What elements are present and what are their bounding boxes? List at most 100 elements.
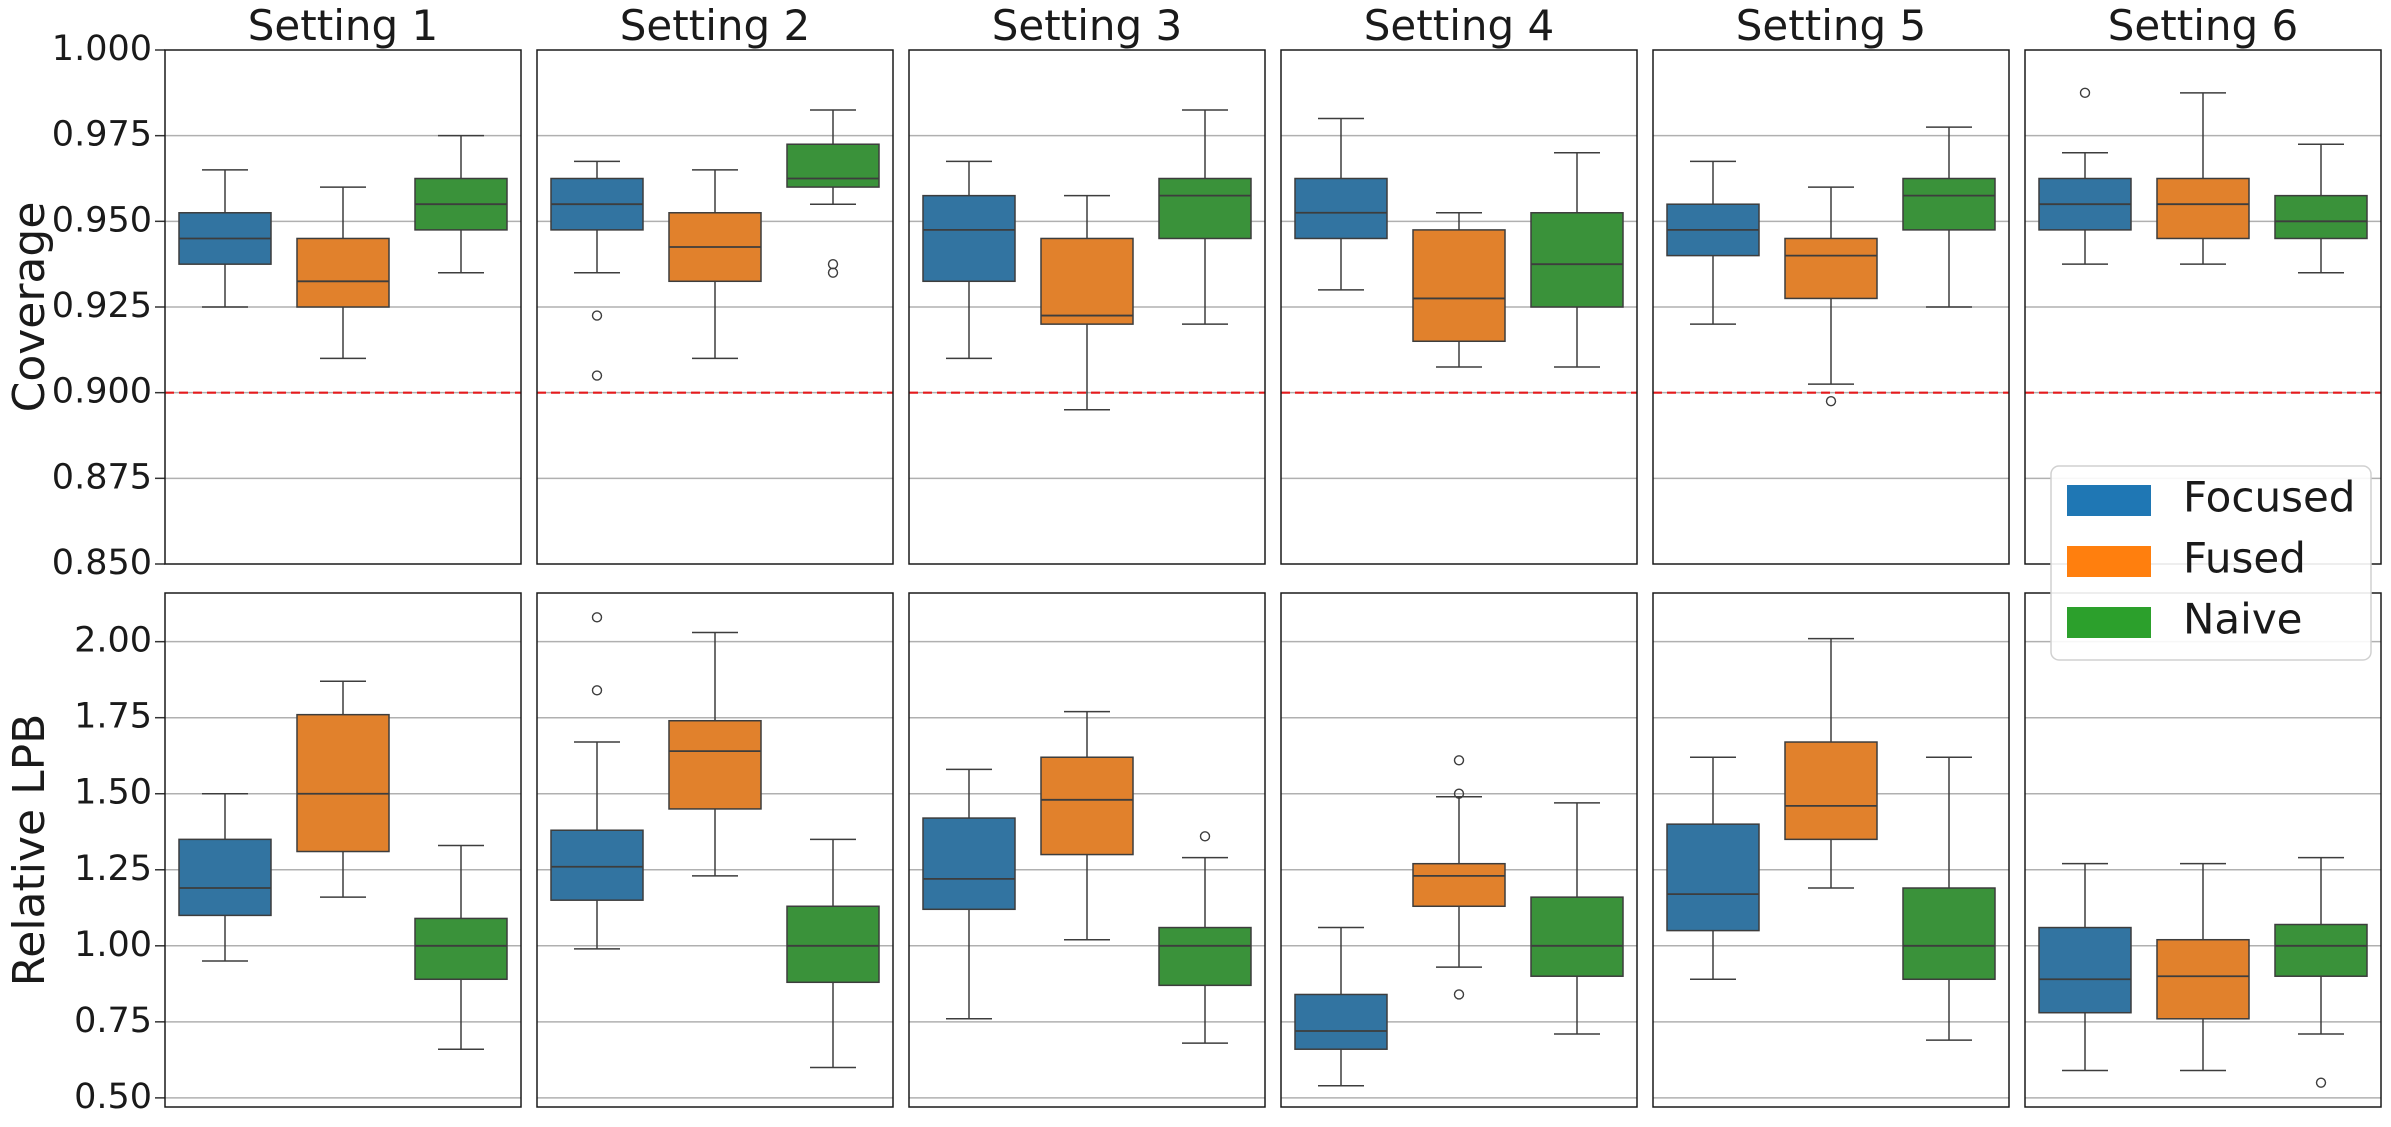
box-iqr [2156, 177, 2250, 240]
box-focused [550, 160, 644, 381]
box-naive [1902, 126, 1996, 308]
y-tick-label: 1.50 [74, 773, 152, 813]
outlier-point [591, 685, 603, 696]
box-iqr [1530, 896, 1624, 977]
panel-frame [164, 592, 522, 1108]
box-iqr [1902, 887, 1996, 981]
box-iqr [1666, 823, 1760, 932]
y-axis-label: Coverage [4, 202, 55, 413]
box-fused [1784, 186, 1878, 407]
box-iqr [1784, 741, 1878, 841]
box-focused [2038, 87, 2132, 265]
outlier-point [591, 612, 603, 623]
panel-6: Setting 6 [2024, 1, 2382, 565]
box-fused [668, 631, 762, 877]
legend-label-focused: Focused [2183, 473, 2355, 522]
panel-2: Setting 2 [536, 1, 894, 565]
panel-title: Setting 5 [1736, 1, 1926, 50]
panel-5 [1652, 592, 2010, 1108]
panel-frame [908, 592, 1266, 1108]
y-axis-label: Relative LPB [4, 714, 55, 987]
box-fused [1412, 212, 1506, 368]
y-tick-label: 1.000 [52, 29, 152, 69]
outlier-point [1199, 831, 1211, 842]
box-iqr [668, 719, 762, 810]
box-focused [1666, 160, 1760, 325]
panel-6 [2024, 592, 2382, 1108]
y-tick-label: 1.25 [74, 849, 152, 889]
chart-row-bottom: Relative LPB 0.50 0.75 1.00 1.25 1.50 1.75 2.00 [4, 592, 2382, 1117]
panel-1 [164, 592, 522, 1108]
box-iqr [1294, 177, 1388, 240]
box-iqr [2156, 938, 2250, 1020]
panel-frame [1280, 49, 1638, 565]
panel-title: Setting 4 [1364, 1, 1554, 50]
box-naive [1530, 802, 1624, 1035]
panel-frame [536, 49, 894, 565]
box-fused [2156, 92, 2250, 265]
box-iqr [1412, 229, 1506, 343]
panel-frame [1280, 592, 1638, 1108]
box-iqr [296, 713, 390, 853]
y-tick-label: 0.875 [52, 457, 152, 497]
box-naive [1902, 756, 1996, 1041]
box-iqr [786, 905, 880, 984]
box-iqr [922, 817, 1016, 911]
panel-3: Setting 3 [908, 1, 1266, 565]
box-iqr [1040, 756, 1134, 856]
box-naive [414, 134, 508, 274]
panel-5: Setting 5 [1652, 1, 2010, 565]
y-tick-label: 0.75 [74, 1001, 152, 1041]
legend-swatch-fused [2067, 546, 2151, 577]
box-focused [1666, 756, 1760, 981]
panel-frame [536, 592, 894, 1108]
panel-frame [1652, 49, 2010, 565]
outlier-point [827, 267, 839, 278]
outlier-point [827, 258, 839, 270]
legend-swatch-naive [2067, 607, 2151, 638]
panel-2 [536, 592, 894, 1108]
panel-title: Setting 6 [2108, 1, 2298, 50]
y-tick-label: 0.850 [52, 543, 152, 583]
outlier-point [1453, 788, 1465, 799]
y-tick-label: 1.75 [74, 697, 152, 737]
box-fused [1040, 194, 1134, 411]
outlier-point [2315, 1077, 2327, 1088]
outlier-point [591, 370, 603, 381]
legend-label-fused: Fused [2183, 534, 2306, 583]
box-iqr [550, 829, 644, 901]
y-tick-label: 2.00 [74, 621, 152, 661]
box-fused [2156, 862, 2250, 1072]
box-iqr [414, 917, 508, 981]
panel-title: Setting 2 [620, 1, 810, 50]
box-naive [2274, 143, 2368, 274]
box-focused [1294, 926, 1388, 1087]
y-tick-label: 0.925 [52, 286, 152, 326]
panel-frame [164, 49, 522, 565]
box-focused [1294, 117, 1388, 291]
box-focused [2038, 862, 2132, 1072]
box-focused [178, 169, 272, 308]
outlier-point [1453, 989, 1465, 1000]
box-iqr [922, 194, 1016, 283]
outlier-point [1825, 396, 1837, 407]
box-iqr [1784, 237, 1878, 300]
legend-swatch-focused [2067, 485, 2151, 516]
panel-title: Setting 3 [992, 1, 1182, 50]
box-focused [922, 768, 1016, 1020]
y-tick-label: 0.950 [52, 200, 152, 240]
box-iqr [2038, 926, 2132, 1014]
box-iqr [1902, 177, 1996, 231]
panel-frame [1652, 592, 2010, 1108]
box-fused [296, 186, 390, 360]
box-fused [1040, 710, 1134, 941]
box-naive [1158, 831, 1252, 1044]
box-naive [2274, 856, 2368, 1088]
box-fused [668, 169, 762, 360]
box-naive [1530, 152, 1624, 368]
panel-3 [908, 592, 1266, 1108]
box-iqr [296, 237, 390, 308]
outlier-point [2079, 87, 2091, 99]
legend: Focused Fused Naive [2050, 465, 2372, 661]
